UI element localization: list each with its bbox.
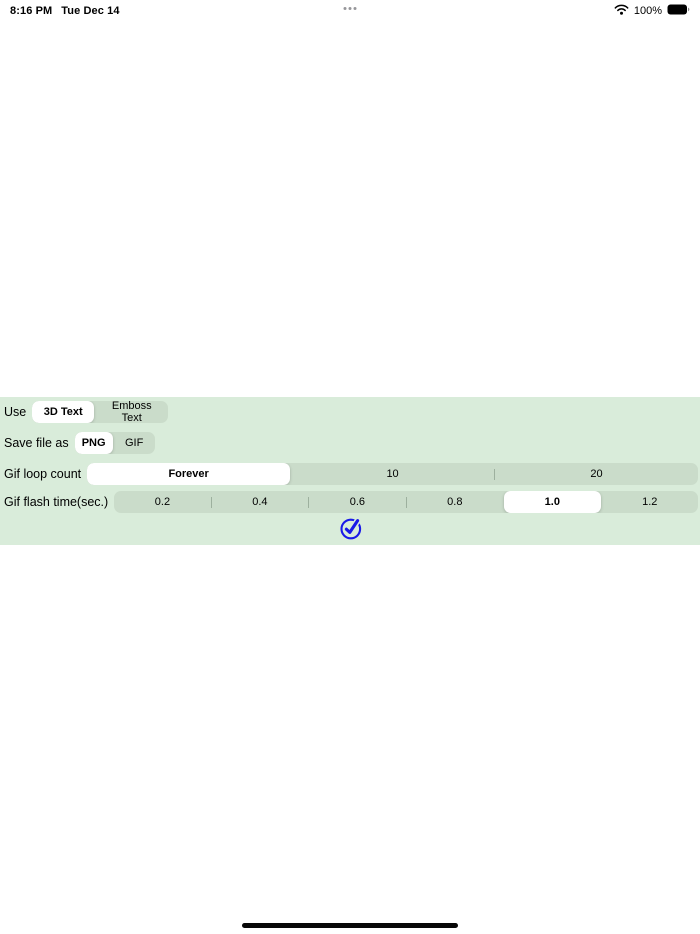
segmented-control-gif-flash-time-sec: 0.2 0.4 0.6 0.8 1.0 1.2 — [114, 491, 698, 513]
status-time: 8:16 PM — [10, 5, 53, 17]
segment-gif[interactable]: GIF — [114, 432, 155, 454]
segmented-control-gif-loop-count: Forever 10 20 — [87, 463, 698, 485]
row-label: Use — [4, 405, 27, 419]
checkmark-circle-icon — [339, 517, 364, 544]
canvas-area — [0, 20, 700, 397]
segment-0-2[interactable]: 0.2 — [114, 491, 210, 513]
setting-row-gif-flash-time-sec: Gif flash time(sec.) 0.2 0.4 0.6 0.8 1.0 1.2 — [4, 491, 698, 513]
status-date: Tue Dec 14 — [61, 5, 120, 17]
setting-row-gif-loop-count: Gif loop count Forever 10 20 — [4, 463, 698, 485]
segment-png[interactable]: PNG — [74, 432, 113, 454]
segment-10[interactable]: 10 — [291, 463, 494, 485]
segmented-control-save-file-as: PNG GIF — [74, 432, 155, 454]
row-label: Save file as — [4, 436, 69, 450]
segment-divider — [210, 496, 212, 508]
segment-0-6[interactable]: 0.6 — [309, 491, 405, 513]
battery-full-icon — [667, 2, 690, 20]
home-indicator[interactable] — [242, 923, 458, 928]
segment-3d-text[interactable]: 3D Text — [32, 401, 95, 423]
confirm-button[interactable] — [339, 515, 364, 541]
settings-panel: Use 3D Text Emboss Text Save file as PNG GIF G… — [0, 397, 700, 545]
segment-divider — [308, 496, 310, 508]
status-right: 100% — [614, 2, 690, 20]
battery-percent: 100% — [633, 5, 662, 17]
setting-row-use: Use 3D Text Emboss Text — [4, 401, 698, 423]
segment-divider — [494, 468, 496, 480]
status-left: 8:16 PM Tue Dec 14 — [10, 5, 120, 17]
segment-20[interactable]: 20 — [495, 463, 698, 485]
multitasking-dots-icon[interactable] — [343, 7, 357, 10]
settings-rows: Use 3D Text Emboss Text Save file as PNG GIF G… — [4, 401, 698, 513]
segment-emboss-text[interactable]: Emboss Text — [95, 401, 168, 423]
status-bar: 8:16 PM Tue Dec 14 100% — [0, 0, 700, 20]
wifi-icon — [614, 2, 629, 20]
segment-1-2[interactable]: 1.2 — [602, 491, 698, 513]
segment-0-4[interactable]: 0.4 — [212, 491, 308, 513]
setting-row-save-file-as: Save file as PNG GIF — [4, 432, 698, 454]
segment-0-8[interactable]: 0.8 — [407, 491, 503, 513]
row-label: Gif flash time(sec.) — [4, 495, 109, 509]
row-label: Gif loop count — [4, 467, 82, 481]
segment-forever[interactable]: Forever — [87, 463, 291, 485]
segment-1-0[interactable]: 1.0 — [504, 491, 601, 513]
segmented-control-use: 3D Text Emboss Text — [32, 401, 169, 423]
segment-divider — [405, 496, 407, 508]
